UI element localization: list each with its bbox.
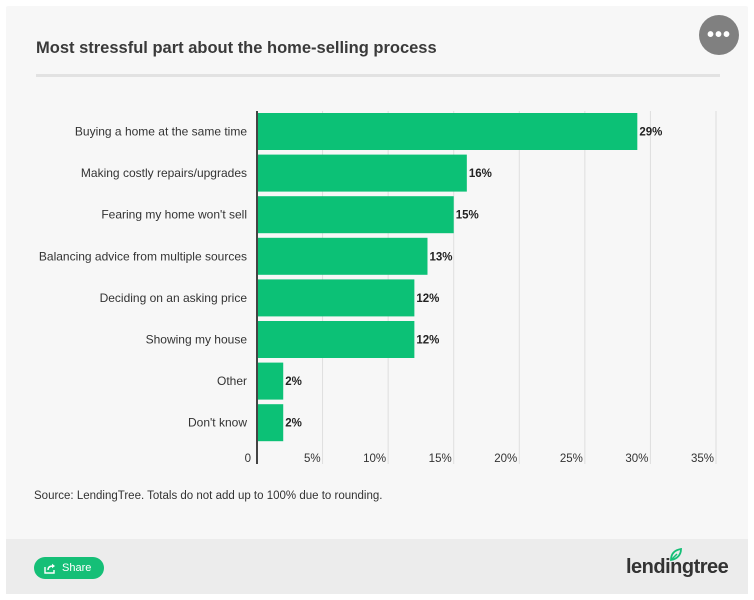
category-label: Making costly repairs/upgrades [81,166,247,180]
x-tick-label: 35% [691,453,714,465]
more-horizontal-icon: ••• [706,24,731,46]
x-tick-label: 25% [560,453,583,465]
lendingtree-logo[interactable]: lendingtree [626,548,729,579]
share-label: Share [62,562,92,574]
category-label: Don't know [188,416,247,430]
x-tick-label: 20% [494,453,517,465]
bar [257,404,284,442]
data-label: 29% [639,127,662,139]
footer-bar: Share lendingtree [6,539,748,594]
category-label: Balancing advice from multiple sources [39,249,247,263]
bar [257,196,454,234]
bar-chart: Buying a home at the same time 29% Making … [39,111,717,465]
data-label: 12% [416,335,439,347]
source-note: Source: LendingTree. Totals do not add u… [34,490,383,502]
bar [257,321,415,358]
category-label: Buying a home at the same time [75,125,247,139]
bar [257,154,467,192]
category-label: Other [217,374,247,388]
category-label: Showing my house [146,333,248,347]
x-tick-label: 10% [363,453,386,465]
x-tick-label: 5% [304,453,321,465]
chart-title: Most stressful part about the home-selli… [36,39,437,57]
bar [257,113,638,150]
category-label: Fearing my home won't sell [101,208,247,222]
bar [257,362,284,400]
x-tick-label: 0 [245,453,251,465]
title-divider [36,74,720,77]
data-label: 13% [429,251,452,263]
leaf-icon [670,548,682,562]
brand-name: lendingtree [626,556,729,578]
data-label: 16% [469,168,492,180]
more-options-button[interactable]: ••• [699,15,739,55]
bar [257,237,428,275]
data-label: 15% [456,210,479,222]
x-tick-label: 15% [429,453,452,465]
share-icon [44,563,56,574]
share-button[interactable]: Share [34,557,105,579]
data-label: 2% [285,418,302,430]
data-label: 2% [285,376,302,388]
data-label: 12% [416,293,439,305]
category-label: Deciding on an asking price [100,291,248,305]
bar [257,279,415,317]
x-tick-label: 30% [625,453,648,465]
